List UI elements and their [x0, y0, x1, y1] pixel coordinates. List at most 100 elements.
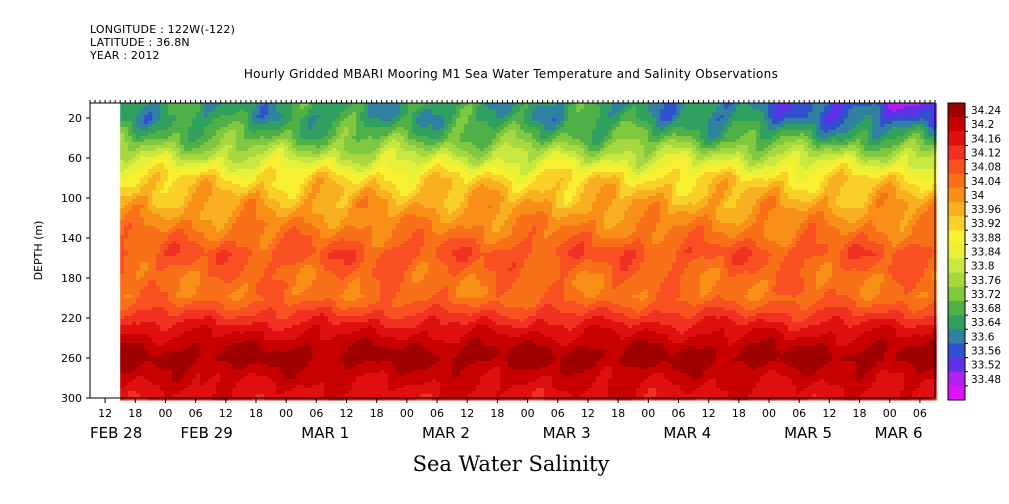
heat-cell	[136, 106, 141, 110]
heat-cell	[248, 292, 253, 296]
heat-cell	[172, 289, 177, 293]
heat-cell	[208, 184, 213, 188]
heat-cell	[204, 223, 209, 227]
heat-cell	[196, 187, 201, 191]
heat-cell	[160, 382, 165, 386]
heat-cell	[288, 364, 293, 368]
heat-cell	[300, 226, 305, 230]
heat-cell	[152, 175, 157, 179]
heat-cell	[148, 325, 153, 329]
heat-cell	[136, 328, 141, 332]
heat-cell	[196, 142, 201, 146]
heat-cell	[232, 355, 237, 359]
heat-cell	[128, 295, 133, 299]
heat-cell	[292, 379, 297, 383]
heat-cell	[252, 292, 257, 296]
heat-cell	[128, 229, 133, 233]
heat-cell	[124, 223, 129, 227]
heat-cell	[212, 388, 217, 392]
heat-cell	[168, 247, 173, 251]
heat-cell	[304, 232, 309, 236]
heat-cell	[180, 382, 185, 386]
heat-cell	[264, 232, 269, 236]
heat-cell	[128, 394, 133, 398]
heat-cell	[284, 184, 289, 188]
heat-cell	[232, 394, 237, 398]
heat-cell	[236, 370, 241, 374]
heat-cell	[144, 247, 149, 251]
heat-cell	[240, 148, 245, 152]
heat-cell	[184, 172, 189, 176]
heat-cell	[160, 112, 165, 116]
heat-cell	[156, 370, 161, 374]
heat-cell	[164, 394, 169, 398]
heat-cell	[164, 124, 169, 128]
heat-cell	[120, 154, 125, 158]
heat-cell	[276, 151, 281, 155]
heat-cell	[212, 163, 217, 167]
heat-cell	[304, 139, 309, 143]
heat-cell	[308, 199, 313, 203]
heat-cell	[140, 364, 145, 368]
heat-cell	[168, 181, 173, 185]
heat-cell	[228, 163, 233, 167]
heat-cell	[300, 127, 305, 131]
heat-cell	[192, 157, 197, 161]
heat-cell	[140, 115, 145, 119]
heat-cell	[148, 265, 153, 269]
heat-cell	[136, 352, 141, 356]
heat-cell	[248, 205, 253, 209]
heat-cell	[128, 106, 133, 110]
heat-cell	[272, 199, 277, 203]
heat-cell	[216, 358, 221, 362]
heat-cell	[188, 313, 193, 317]
heat-cell	[184, 202, 189, 206]
heat-cell	[128, 283, 133, 287]
heat-cell	[252, 112, 257, 116]
heat-cell	[284, 352, 289, 356]
heat-cell	[312, 271, 317, 275]
heat-cell	[280, 229, 285, 233]
heat-cell	[256, 208, 261, 212]
heat-cell	[216, 118, 221, 122]
heat-cell	[304, 118, 309, 122]
heat-cell	[236, 310, 241, 314]
heat-cell	[276, 334, 281, 338]
heat-cell	[128, 265, 133, 269]
heat-cell	[276, 232, 281, 236]
heat-cell	[288, 172, 293, 176]
heat-cell	[132, 391, 137, 395]
heat-cell	[172, 166, 177, 170]
heat-cell	[132, 202, 137, 206]
heat-cell	[172, 331, 177, 335]
heat-cell	[132, 268, 137, 272]
heat-cell	[176, 319, 181, 323]
heat-cell	[296, 139, 301, 143]
heat-cell	[216, 157, 221, 161]
heat-cell	[128, 340, 133, 344]
heat-cell	[208, 169, 213, 173]
heat-cell	[304, 202, 309, 206]
heat-cell	[156, 229, 161, 233]
heat-cell	[320, 139, 325, 143]
heat-cell	[184, 241, 189, 245]
heat-cell	[208, 286, 213, 290]
heat-cell	[128, 103, 133, 107]
heat-cell	[252, 361, 257, 365]
heat-cell	[200, 352, 205, 356]
heat-cell	[168, 172, 173, 176]
heat-cell	[204, 169, 209, 173]
heat-cell	[284, 151, 289, 155]
heat-cell	[320, 103, 325, 107]
heat-cell	[212, 139, 217, 143]
heat-cell	[244, 184, 249, 188]
heat-cell	[256, 316, 261, 320]
heat-cell	[140, 106, 145, 110]
heat-cell	[192, 145, 197, 149]
heat-cell	[300, 169, 305, 173]
heat-cell	[236, 244, 241, 248]
heat-cell	[268, 160, 273, 164]
heat-cell	[316, 202, 321, 206]
heat-cell	[204, 151, 209, 155]
